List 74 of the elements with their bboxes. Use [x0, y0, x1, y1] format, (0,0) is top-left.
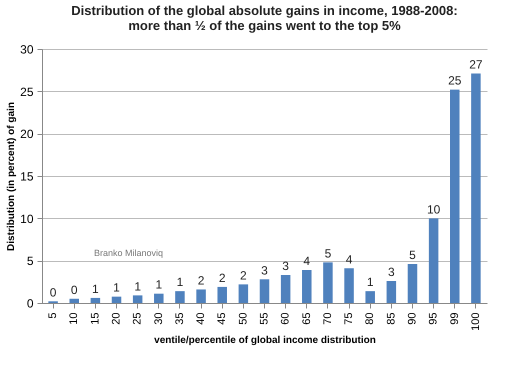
y-tick-label: 25: [20, 84, 34, 99]
bar: [175, 291, 185, 303]
x-tick-label: 10: [68, 312, 80, 325]
data-label: 2: [198, 273, 205, 288]
bar: [90, 298, 100, 303]
y-tick-label: 15: [20, 170, 34, 184]
x-tick-label: 20: [110, 312, 123, 325]
x-tick-label: 15: [89, 312, 102, 325]
bar: [471, 74, 481, 303]
x-tick-label: 95: [428, 312, 440, 325]
bar: [217, 286, 227, 303]
x-tick-label: 45: [216, 312, 228, 325]
y-tick-label: 10: [20, 212, 34, 226]
data-label: 4: [346, 252, 353, 266]
bar: [408, 264, 418, 303]
bar: [344, 268, 354, 303]
bar: [238, 284, 248, 303]
data-label: 1: [92, 282, 100, 296]
bar: [450, 90, 460, 303]
bar: [323, 262, 333, 303]
bar: [365, 291, 375, 303]
bar: [132, 295, 142, 303]
annotation: Branko Milanoviq: [94, 248, 164, 258]
y-tick-label: 5: [26, 254, 34, 268]
x-tick-label: 35: [174, 312, 186, 325]
data-label: 3: [388, 264, 395, 279]
data-label: 1: [155, 278, 162, 292]
data-label: 5: [324, 246, 332, 260]
data-label: 0: [70, 282, 78, 297]
data-label: 3: [261, 263, 268, 278]
x-tick-label: 60: [280, 312, 292, 325]
x-tick-label: 85: [385, 312, 398, 325]
data-label: 25: [448, 74, 462, 88]
x-tick-label: 40: [195, 312, 208, 325]
x-tick-label: 5: [47, 312, 60, 319]
x-axis-title: ventile/percentile of global income distribution: [154, 334, 376, 346]
data-label: 4: [303, 254, 310, 268]
bar: [428, 218, 438, 303]
data-label: 10: [426, 202, 441, 216]
y-tick-label: 30: [20, 42, 34, 56]
x-tick-label: 100: [470, 312, 482, 331]
bar: [386, 280, 396, 303]
x-tick-label: 80: [364, 312, 376, 325]
data-label: 3: [282, 259, 290, 274]
data-label: 1: [176, 275, 184, 290]
x-tick-label: 65: [300, 312, 313, 325]
data-label: 2: [240, 268, 248, 282]
bar: [154, 294, 164, 303]
y-tick-label: 20: [20, 127, 34, 142]
x-tick-label: 75: [343, 312, 356, 325]
y-axis-title: Distribution (in percent) of gain: [6, 102, 18, 251]
bar: [196, 289, 206, 303]
data-label: 0: [50, 285, 57, 300]
bar: [280, 275, 290, 303]
data-label: 1: [366, 275, 374, 290]
data-label: 27: [469, 58, 483, 72]
bar: [302, 270, 312, 303]
data-label: 1: [134, 279, 142, 294]
data-label: 5: [409, 248, 416, 262]
text: Distribution of the global absolute gains in income, 1988-2008:: [71, 3, 458, 18]
x-tick-label: 50: [237, 312, 250, 325]
x-tick-label: 90: [406, 312, 418, 325]
x-tick-label: 30: [152, 312, 165, 325]
x-tick-label: 55: [258, 312, 270, 325]
bar: [112, 296, 122, 303]
bar: [69, 298, 79, 303]
bar: [260, 279, 270, 303]
data-label: 2: [218, 270, 226, 285]
data-label: 1: [113, 280, 120, 295]
x-tick-label: 25: [132, 312, 144, 325]
text: more than ½ of the gains went to the top 5%: [128, 18, 401, 33]
y-tick-label: 0: [26, 296, 34, 310]
x-tick-label: 70: [322, 312, 334, 325]
x-tick-label: 99: [448, 312, 461, 325]
